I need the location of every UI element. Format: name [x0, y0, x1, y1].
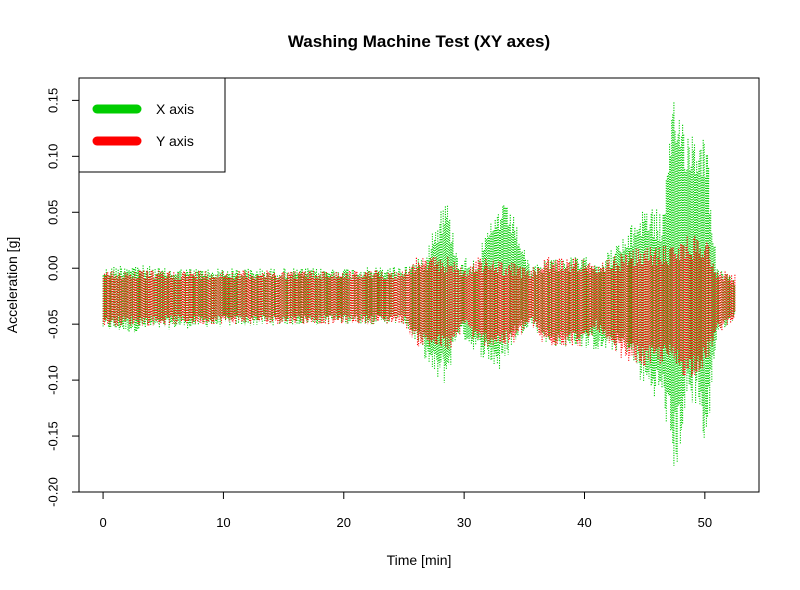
y-tick-label: 0.15 — [46, 88, 61, 113]
data-layer — [102, 102, 736, 466]
legend-label-x-axis: X axis — [156, 101, 194, 117]
y-tick-label: 0.10 — [46, 144, 61, 169]
series-y-axis — [102, 236, 736, 377]
y-tick-label: -0.10 — [46, 365, 61, 395]
y-axis-label: Acceleration [g] — [4, 237, 20, 334]
legend: X axis Y axis — [78, 77, 226, 173]
chart-title: Washing Machine Test (XY axes) — [288, 32, 550, 51]
y-tick-label: 0.05 — [46, 200, 61, 225]
x-axis-label: Time [min] — [387, 552, 452, 568]
x-tick-label: 0 — [99, 515, 106, 530]
y-tick-label: -0.05 — [46, 309, 61, 339]
x-tick-label: 20 — [337, 515, 351, 530]
legend-label-y-axis: Y axis — [156, 133, 194, 149]
x-tick-label: 10 — [216, 515, 230, 530]
y-tick-label: 0.00 — [46, 256, 61, 281]
x-axis: 0 10 20 30 40 50 — [99, 491, 712, 530]
x-tick-label: 40 — [577, 515, 591, 530]
y-tick-label: -0.20 — [46, 477, 61, 507]
legend-box — [78, 77, 226, 173]
x-tick-label: 30 — [457, 515, 471, 530]
series-points — [102, 236, 736, 377]
x-tick-label: 50 — [698, 515, 712, 530]
y-tick-label: -0.15 — [46, 421, 61, 451]
